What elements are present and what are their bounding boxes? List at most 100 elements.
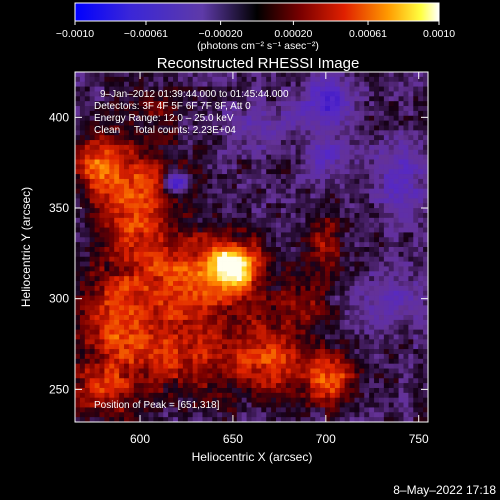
heatmap-cell [163, 285, 169, 292]
heatmap-cell [320, 305, 326, 311]
heatmap-cell [217, 319, 223, 326]
heatmap-cell [182, 120, 189, 126]
heatmap-cell [320, 159, 326, 165]
heatmap-cell [403, 81, 409, 87]
heatmap-cell [393, 402, 399, 408]
heatmap-cell [290, 149, 297, 156]
heatmap-cell [197, 266, 203, 272]
heatmap-cell [217, 247, 223, 253]
heatmap-cell [182, 271, 189, 277]
heatmap-cell [364, 344, 370, 350]
heatmap-cell [393, 373, 399, 379]
heatmap-cell [256, 86, 262, 92]
heatmap-cell [89, 334, 96, 340]
heatmap-cell [119, 217, 125, 224]
heatmap-cell [374, 101, 380, 107]
heatmap-cell [295, 227, 301, 233]
heatmap-cell [403, 412, 409, 418]
heatmap-cell [89, 417, 96, 422]
heatmap-cell [177, 222, 184, 228]
heatmap-cell [222, 324, 228, 331]
heatmap-cell [315, 203, 321, 209]
heatmap-cell [124, 334, 130, 340]
heatmap-cell [359, 412, 365, 418]
heatmap-cell [383, 183, 390, 190]
heatmap-cell [231, 115, 238, 122]
heatmap-cell [207, 397, 213, 403]
heatmap-cell [339, 188, 346, 194]
heatmap-cell [251, 193, 257, 199]
heatmap-cell [305, 295, 311, 301]
heatmap-cell [364, 392, 370, 399]
heatmap-cell [75, 300, 81, 306]
heatmap-cell [256, 281, 262, 287]
heatmap-cell [143, 387, 149, 394]
heatmap-cell [320, 281, 326, 287]
heatmap-cell [364, 91, 370, 97]
heatmap-cell [364, 198, 370, 204]
heatmap-cell [349, 324, 355, 331]
heatmap-cell [413, 125, 419, 131]
heatmap-cell [251, 358, 257, 365]
heatmap-cell [89, 110, 96, 117]
heatmap-cell [276, 130, 282, 136]
heatmap-cell [261, 72, 267, 78]
heatmap-cell [369, 276, 375, 282]
heatmap-cell [364, 135, 370, 141]
heatmap-cell [305, 208, 311, 214]
heatmap-cell [359, 285, 365, 292]
heatmap-cell [143, 232, 149, 238]
heatmap-cell [374, 315, 380, 321]
heatmap-cell [84, 101, 91, 107]
heatmap-cell [310, 247, 316, 253]
heatmap-cell [280, 271, 287, 277]
heatmap-cell [79, 222, 86, 228]
heatmap-cell [75, 159, 81, 165]
heatmap-cell [295, 251, 301, 258]
heatmap-cell [197, 358, 203, 365]
heatmap-cell [119, 392, 125, 399]
heatmap-cell [344, 237, 350, 243]
heatmap-cell [388, 363, 395, 369]
heatmap-cell [374, 319, 380, 326]
heatmap-cell [374, 188, 380, 194]
heatmap-cell [207, 261, 213, 267]
heatmap-cell [320, 300, 326, 306]
heatmap-cell [276, 349, 282, 355]
heatmap-cell [295, 358, 301, 365]
heatmap-cell [94, 256, 100, 262]
heatmap-cell [109, 300, 115, 306]
heatmap-cell [124, 135, 130, 141]
heatmap-cell [226, 373, 233, 379]
heatmap-cell [344, 91, 350, 97]
heatmap-cell [374, 203, 380, 209]
heatmap-cell [388, 417, 395, 422]
heatmap-cell [251, 281, 257, 287]
heatmap-cell [79, 212, 86, 219]
heatmap-cell [393, 110, 399, 117]
heatmap-cell [285, 407, 292, 413]
heatmap-cell [163, 91, 169, 97]
heatmap-cell [231, 183, 238, 190]
heatmap-cell [369, 159, 375, 165]
heatmap-cell [182, 344, 189, 350]
heatmap-cell [182, 106, 189, 112]
heatmap-cell [251, 276, 257, 282]
heatmap-cell [89, 140, 96, 146]
heatmap-cell [207, 402, 213, 408]
heatmap-cell [344, 149, 350, 156]
heatmap-cell [241, 227, 247, 233]
heatmap-cell [231, 407, 238, 413]
heatmap-cell [75, 256, 81, 262]
heatmap-cell [285, 232, 292, 238]
heatmap-cell [349, 183, 355, 190]
heatmap-cell [158, 203, 164, 209]
heatmap-cell [109, 349, 115, 355]
heatmap-cell [325, 378, 331, 384]
heatmap-cell [148, 232, 154, 238]
heatmap-cell [408, 407, 414, 413]
heatmap-cell [261, 140, 267, 146]
heatmap-cell [163, 135, 169, 141]
heatmap-cell [344, 242, 350, 248]
heatmap-cell [349, 271, 355, 277]
